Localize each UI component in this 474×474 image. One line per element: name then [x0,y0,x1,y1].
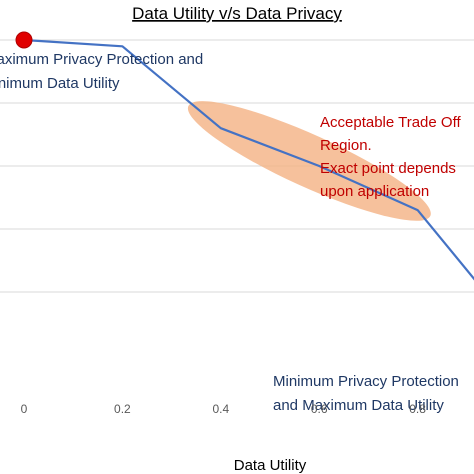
gridlines [0,39,474,293]
max-privacy-point [15,31,33,49]
x-tick-label-4: 0.8 [409,402,426,416]
annotation-region-line3: Exact point depends [320,160,456,177]
x-axis-ticks: 0 0.2 0.4 0.6 0.8 [21,402,427,416]
x-tick-label-0: 0 [21,402,28,416]
trade-off-region [187,101,431,221]
annotation-max-privacy-line1: Maximum Privacy Protection and [0,51,203,68]
annotation-min-privacy-line1: Minimum Privacy Protection [273,373,459,390]
x-tick-label-1: 0.2 [114,402,131,416]
annotation-min-privacy-line2: and Maximum Data Utility [273,397,444,414]
chart-title: Data Utility v/s Data Privacy [132,4,342,23]
x-tick-label-3: 0.6 [311,402,328,416]
annotation-region-line1: Acceptable Trade Off [320,114,461,131]
series-line [23,38,474,281]
x-tick-label-2: 0.4 [212,402,229,416]
annotation-max-privacy-line2: Minimum Data Utility [0,75,120,92]
annotation-region-line2: Region. [320,137,372,154]
x-axis-title: Data Utility [234,457,307,474]
annotation-region-line4: upon application [320,183,429,200]
